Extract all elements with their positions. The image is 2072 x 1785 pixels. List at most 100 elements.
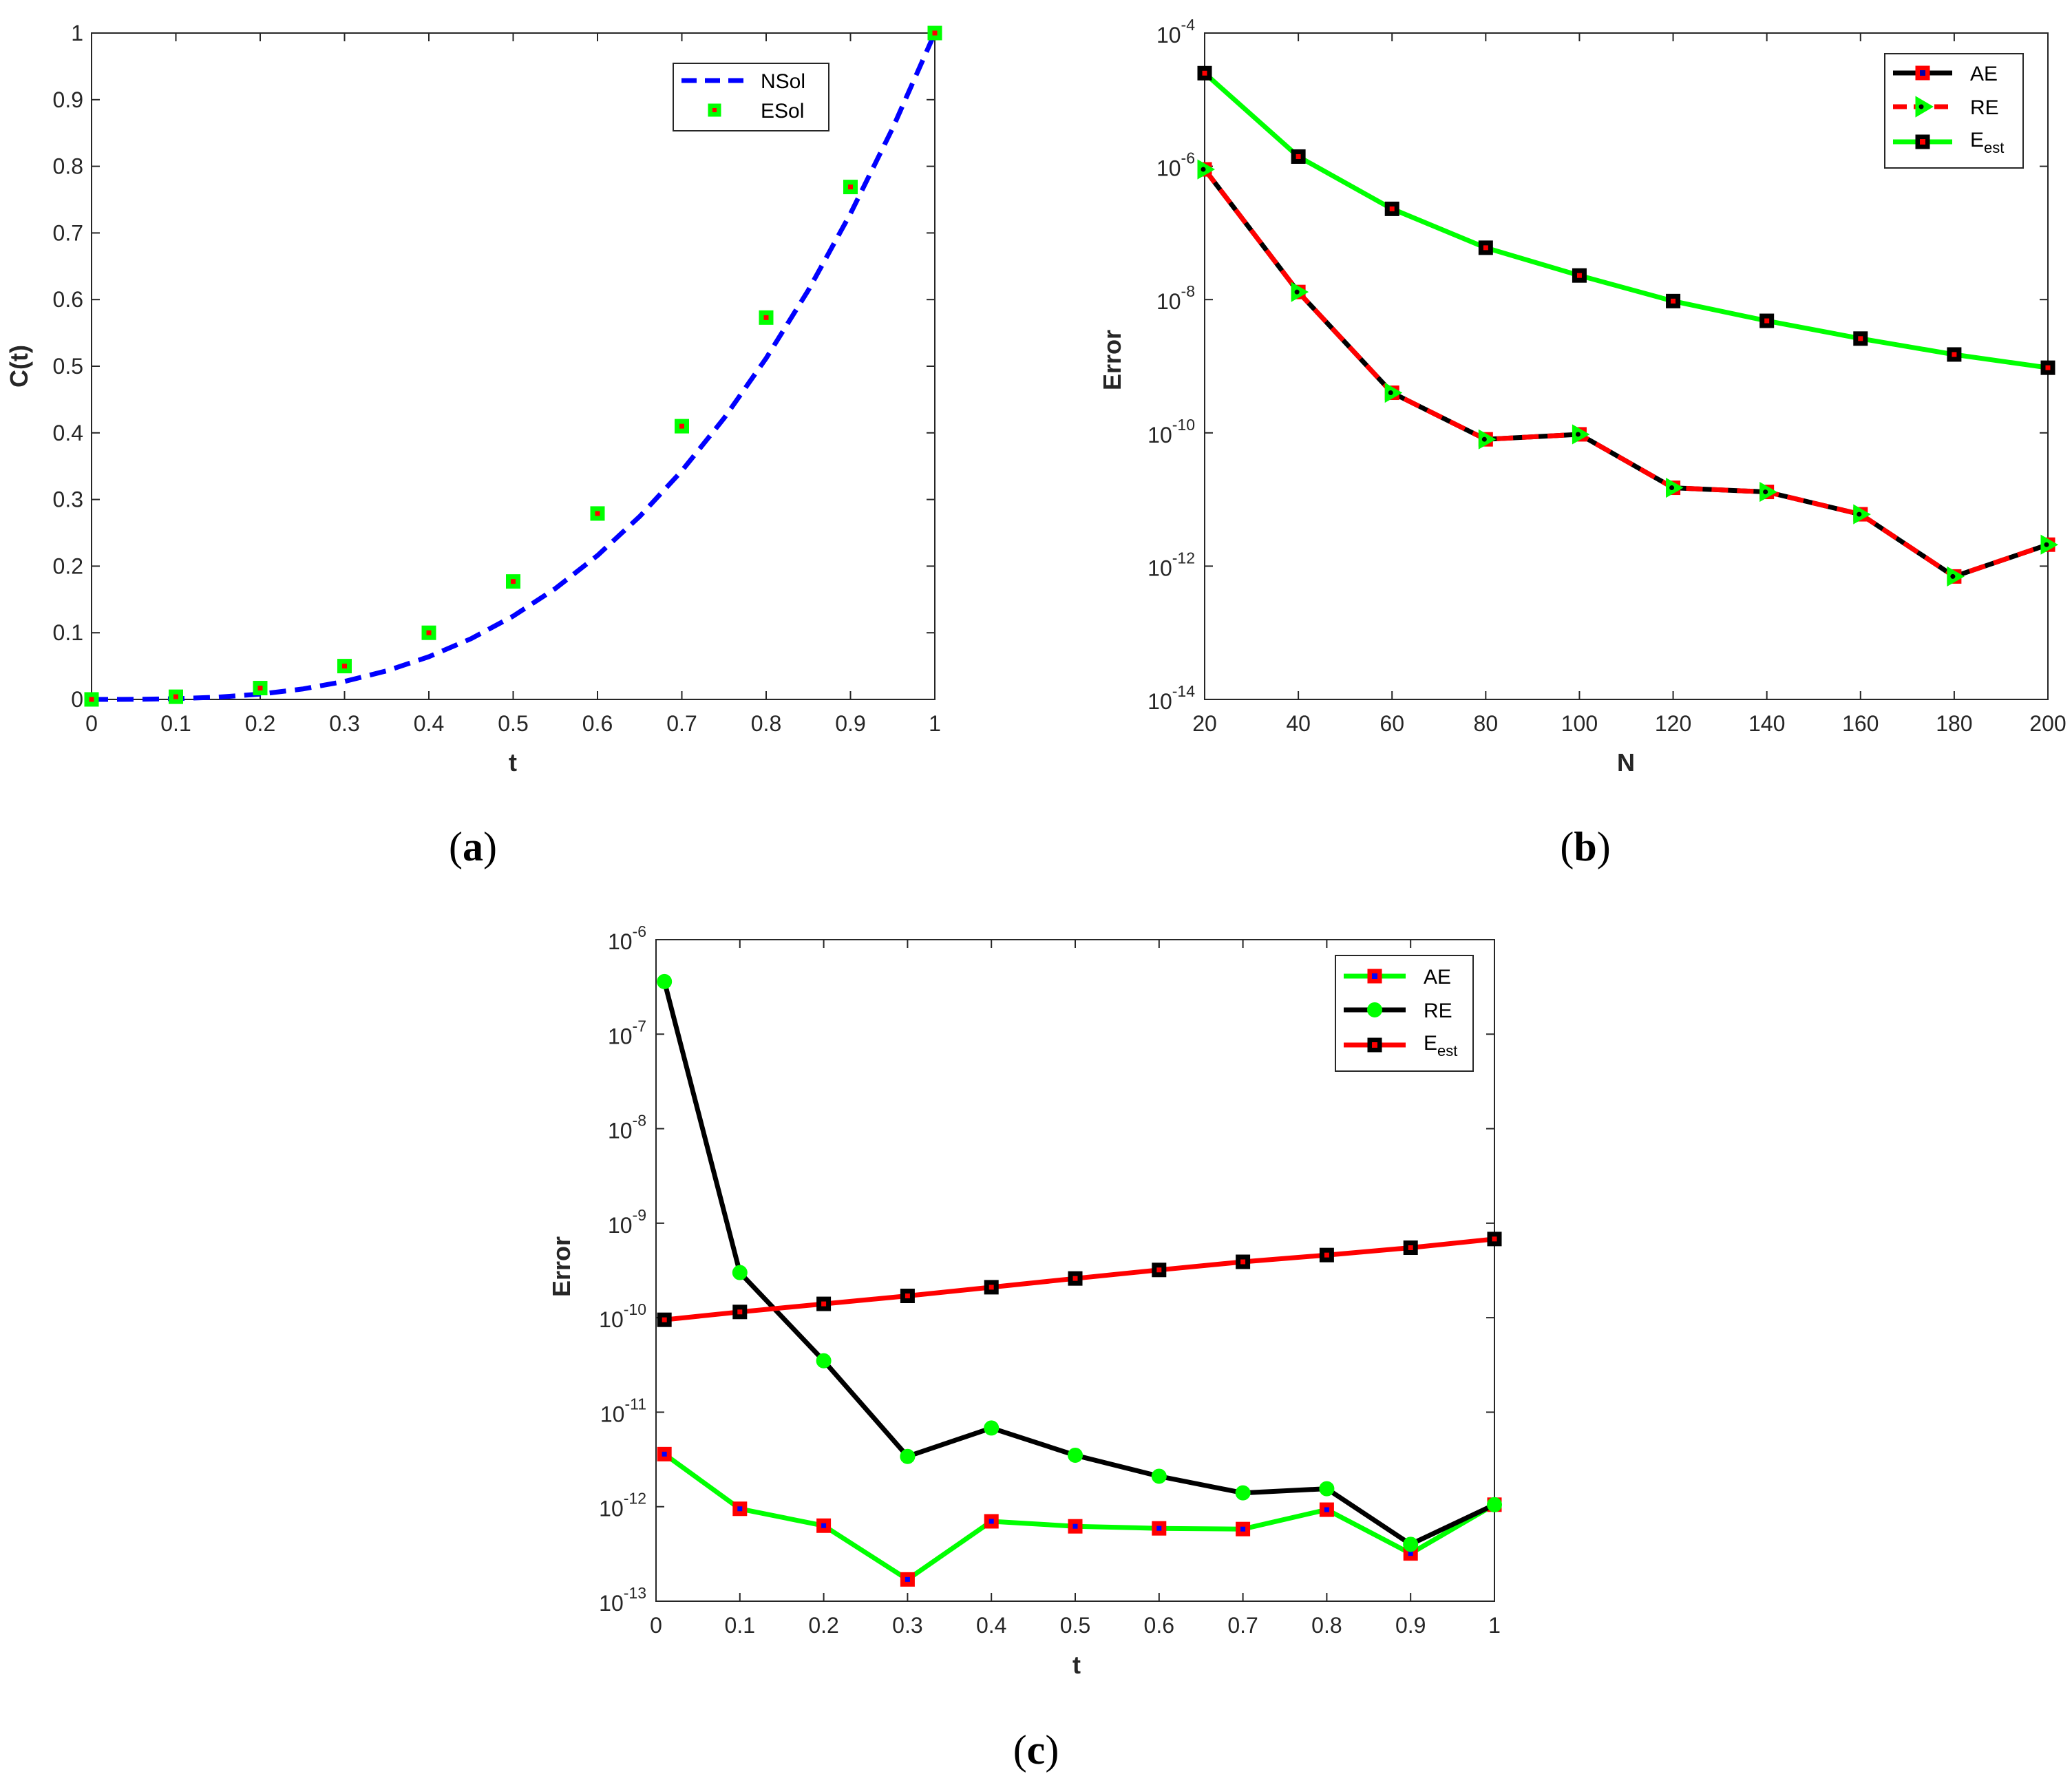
panel-a-series-esol-point-center (932, 30, 938, 36)
panel-c-series-re-point (1487, 1497, 1502, 1512)
panel-a-legend-label-esol: ESol (761, 100, 804, 123)
panel-b-plot-area (1197, 65, 2059, 587)
panel-c-ytick-label: 10-9 (608, 1206, 646, 1238)
panel-c-ytick-label: 10-13 (599, 1584, 646, 1616)
panel-a-ytick-label: 1 (71, 21, 83, 45)
panel-c-legend: AE RE Eest (1335, 955, 1474, 1072)
panel-b-ytick-base: 10 (1148, 423, 1172, 447)
panel-c-plot-area (657, 973, 1502, 1587)
panel-c-series-ae-point-center (737, 1506, 743, 1512)
panel-c-ytick-label: 10-11 (600, 1395, 646, 1426)
panel-c-xtick-label: 0.2 (808, 1613, 838, 1638)
panel-c-series-ae-point-center (905, 1576, 910, 1582)
panel-b-xtick-group: 20 40 60 80 100 120 140 160 180 200 (1192, 33, 2066, 736)
panel-a-legend-box (673, 63, 829, 131)
panel-b-xtick-label: 160 (1842, 711, 1879, 736)
panel-a-legend-label-nsol: NSol (761, 70, 805, 93)
panel-a-xtick-label: 0.5 (498, 711, 528, 736)
panel-c-series-re-point (984, 1420, 1000, 1436)
panel-c-xtick-label: 0.3 (892, 1613, 922, 1638)
panel-c-ytick-base: 10 (600, 1402, 625, 1426)
panel-b-xtick-label: 200 (2029, 711, 2066, 736)
panel-c-ytick-exponent: -6 (633, 922, 646, 940)
panel-a-xtick-label: 0.8 (751, 711, 781, 736)
panel-b-ytick-base: 10 (1156, 289, 1181, 314)
panel-c-legend-ae-marker-center (1372, 973, 1377, 979)
panel-c-xtick-label: 0.6 (1144, 1613, 1174, 1638)
panel-a-ytick-label: 0.6 (53, 287, 83, 312)
panel-b-series-eest-point-center (1483, 245, 1488, 251)
panel-c-ytick-base: 10 (608, 1119, 633, 1143)
panel-a-xlabel: t (509, 748, 517, 777)
panel-b-series-eest-point-center (1952, 352, 1957, 357)
panel-c-series-ae-point-center (1240, 1526, 1246, 1532)
panel-b-legend-label-re: RE (1970, 96, 1999, 119)
panel-c-legend-label-ae: AE (1424, 966, 1451, 989)
panel-c-series-ae-point-center (1156, 1525, 1162, 1531)
panel-a-ytick-label: 0.3 (53, 487, 83, 512)
panel-b-legend-eest-marker-center (1920, 139, 1925, 145)
panel-c-xtick-label: 0.7 (1227, 1613, 1258, 1638)
panel-a-axes (91, 32, 935, 700)
panel-b: 20 40 60 80 100 120 140 160 180 200 10-1410-1210-… (1098, 16, 2066, 869)
panel-b-series-eest-point-center (1858, 336, 1863, 341)
panel-b-ytick-exponent: -8 (1181, 282, 1195, 300)
panel-c-series-re-point (732, 1265, 748, 1280)
panel-b-legend-re-marker (1915, 96, 1934, 118)
panel-c-legend-label-eest: Eest (1424, 1032, 1457, 1059)
panel-c-ytick-base: 10 (599, 1497, 624, 1521)
panel-b-ytick-exponent: -14 (1172, 682, 1195, 700)
panel-b-ytick-label: 10-14 (1148, 682, 1195, 714)
panel-c-ytick-exponent: -9 (633, 1206, 646, 1224)
panel-a: 0 0.1 0.2 0.3 0.4 0.5 0.6 0.7 0.8 0.9 1 0 0.1 0.2 0.3… (5, 21, 942, 869)
panel-c-series-re-point (1235, 1485, 1251, 1501)
panel-a-series-esol-point-center (342, 664, 347, 669)
panel-c: 0 0.1 0.2 0.3 0.4 0.5 0.6 0.7 0.8 0.9 1 10-1310-12… (547, 922, 1502, 1773)
panel-a-ytick-label: 0.9 (53, 87, 83, 112)
panel-c-series-eest-point-center (737, 1309, 743, 1315)
panel-b-ytick-label: 10-4 (1156, 16, 1195, 47)
panel-b-ytick-label: 10-12 (1148, 549, 1195, 580)
panel-c-series-ae-point-center (989, 1519, 994, 1524)
panel-b-ytick-base: 10 (1148, 689, 1172, 714)
panel-b-series-re-point-center (1481, 436, 1487, 442)
panel-c-ytick-base: 10 (599, 1591, 624, 1616)
panel-b-xtick-label: 180 (1936, 711, 1972, 736)
panel-c-series-re-point (657, 973, 673, 989)
panel-b-xtick-label: 20 (1192, 711, 1217, 736)
panel-b-legend-label-e: E (1970, 129, 1984, 151)
panel-c-ytick-base: 10 (599, 1307, 624, 1332)
panel-a-xtick-label: 0.9 (835, 711, 865, 736)
panel-a-ytick-label: 0.1 (53, 620, 83, 645)
panel-a-series-nsol-line (91, 32, 938, 702)
panel-c-series-ae-point-center (662, 1451, 667, 1457)
panel-a-plot-area (84, 25, 942, 707)
panel-b-legend-ae-marker-center (1920, 70, 1925, 76)
panel-b-series-eest-point-center (2045, 365, 2051, 370)
panel-a-xtick-group: 0 0.1 0.2 0.3 0.4 0.5 0.6 0.7 0.8 0.9 1 (85, 33, 941, 736)
panel-c-xtick-group: 0 0.1 0.2 0.3 0.4 0.5 0.6 0.7 0.8 0.9 1 (650, 940, 1501, 1638)
panel-b-series-eest-point-center (1389, 206, 1395, 211)
panel-b-series-re-point-center (1294, 289, 1300, 295)
panel-c-xtick-label: 0.1 (725, 1613, 755, 1638)
panel-b-series-re-point-center (1857, 511, 1862, 517)
panel-a-series-esol-point-center (426, 630, 432, 635)
panel-a-series-esol-point-center (511, 579, 516, 584)
panel-b-ytick-label: 10-6 (1156, 149, 1195, 181)
panel-a-xtick-label: 0.7 (666, 711, 697, 736)
panel-b-ytick-exponent: -4 (1181, 16, 1196, 34)
panel-c-series-re-point (900, 1448, 916, 1464)
panel-b-xtick-label: 120 (1655, 711, 1691, 736)
panel-b-legend: AE RE Eest (1884, 53, 2024, 169)
panel-b-series-eest-point-center (1296, 154, 1301, 159)
panel-b-ytick-exponent: -10 (1172, 416, 1195, 434)
panel-a-series-esol-point-center (89, 697, 94, 702)
panel-b-ytick-label: 10-8 (1156, 282, 1195, 314)
panel-c-series-re-point (1151, 1468, 1167, 1484)
panel-a-ylabel: C(t) (5, 345, 33, 388)
panel-c-ytick-exponent: -7 (633, 1017, 646, 1035)
panel-c-series-ae-point-center (1072, 1523, 1078, 1529)
panel-c-xtick-label: 1 (1488, 1613, 1501, 1638)
